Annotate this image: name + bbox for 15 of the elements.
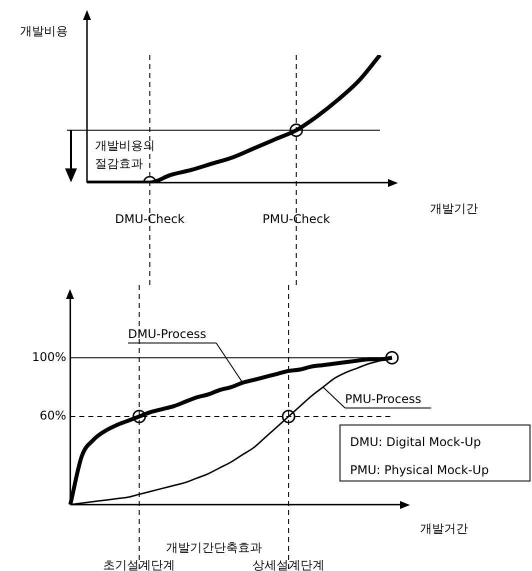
legend-label: PMU-Process xyxy=(345,392,422,406)
x-axis-title: 개발기간 xyxy=(430,202,478,216)
x-axis-title: 개발거간 xyxy=(420,522,468,536)
annotation: 개발비용의 절감효과 xyxy=(95,138,155,170)
y-tick-label: 100% xyxy=(32,350,66,364)
y-tick-label: 60% xyxy=(40,408,66,423)
annotation: PMU: Physical Mock-Up xyxy=(350,463,489,478)
x-tick-label: PMU-Check xyxy=(262,212,330,226)
text: 개발기간단축효과 xyxy=(166,540,262,555)
x-tick-label: 초기설계단계 xyxy=(103,558,176,571)
x-tick-label: 상세설계단계 xyxy=(252,558,325,571)
x-tick-label: DMU-Check xyxy=(114,212,185,226)
text: DMU-Process xyxy=(128,327,206,342)
y-axis-title: 개발비용 xyxy=(20,24,68,38)
annotation: DMU: Digital Mock-Up xyxy=(350,435,481,450)
